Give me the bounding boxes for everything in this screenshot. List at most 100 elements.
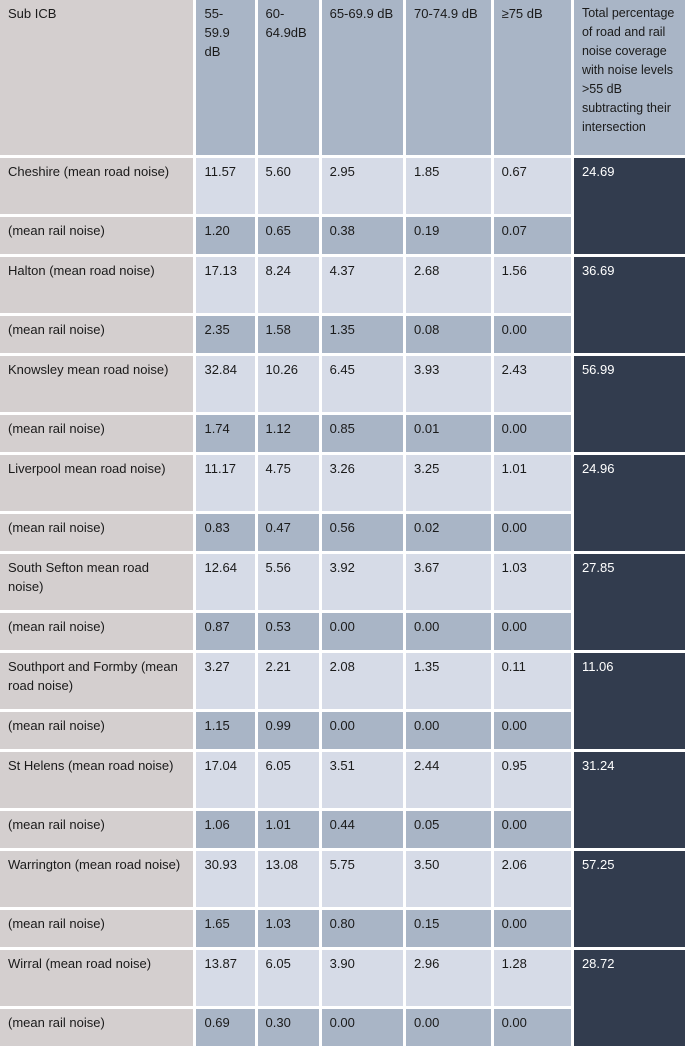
row-label-road: Southport and Formby (mean road noise) bbox=[0, 653, 194, 709]
total-value-cell: 28.72 bbox=[573, 950, 685, 1046]
road-value-cell: 0.11 bbox=[493, 653, 571, 709]
road-value-cell: 6.05 bbox=[257, 950, 319, 1006]
header-70-74: 70-74.9 dB bbox=[406, 0, 491, 155]
rail-value-cell: 0.00 bbox=[406, 613, 491, 650]
header-60-64: 60-64.9dB bbox=[257, 0, 319, 155]
rail-value-cell: 0.53 bbox=[257, 613, 319, 650]
rail-value-cell: 0.07 bbox=[493, 217, 571, 254]
table-row-rail: (mean rail noise) 0.87 0.53 0.00 0.00 0.00 bbox=[0, 613, 685, 650]
road-value-cell: 13.87 bbox=[196, 950, 255, 1006]
road-value-cell: 4.37 bbox=[321, 257, 404, 313]
table-body: Cheshire (mean road noise) 11.57 5.60 2.95 1… bbox=[0, 158, 685, 1046]
road-value-cell: 2.44 bbox=[406, 752, 491, 808]
rail-value-cell: 0.02 bbox=[406, 514, 491, 551]
rail-value-cell: 0.47 bbox=[257, 514, 319, 551]
table-row-road: South Sefton mean road noise) 12.64 5.56 3.… bbox=[0, 554, 685, 650]
table-row-rail: (mean rail noise) 1.74 1.12 0.85 0.01 0.00 bbox=[0, 415, 685, 452]
road-value-cell: 17.04 bbox=[196, 752, 255, 808]
total-value-cell: 36.69 bbox=[573, 257, 685, 353]
table-row-road: Halton (mean road noise) 17.13 8.24 4.37 2.6… bbox=[0, 257, 685, 353]
road-value-cell: 2.06 bbox=[493, 851, 571, 907]
header-row: Sub ICB 55-59.9 dB 60-64.9dB 65-69.9 dB … bbox=[0, 0, 685, 155]
row-label-road: Warrington (mean road noise) bbox=[0, 851, 194, 907]
row-label-road: Cheshire (mean road noise) bbox=[0, 158, 194, 214]
road-value-cell: 6.45 bbox=[321, 356, 404, 412]
table-row-road: St Helens (mean road noise) 17.04 6.05 3.51… bbox=[0, 752, 685, 848]
rail-value-cell: 0.69 bbox=[196, 1009, 255, 1046]
rail-value-cell: 0.00 bbox=[493, 1009, 571, 1046]
road-value-cell: 17.13 bbox=[196, 257, 255, 313]
row-label-road: Knowsley mean road noise) bbox=[0, 356, 194, 412]
road-value-cell: 3.93 bbox=[406, 356, 491, 412]
rail-value-cell: 1.58 bbox=[257, 316, 319, 353]
row-label-road: Wirral (mean road noise) bbox=[0, 950, 194, 1006]
rail-value-cell: 1.65 bbox=[196, 910, 255, 947]
rail-value-cell: 0.56 bbox=[321, 514, 404, 551]
header-total: Total percentage of road and rail noise … bbox=[573, 0, 685, 155]
road-value-cell: 8.24 bbox=[257, 257, 319, 313]
road-value-cell: 1.03 bbox=[493, 554, 571, 610]
rail-value-cell: 0.30 bbox=[257, 1009, 319, 1046]
rail-value-cell: 0.38 bbox=[321, 217, 404, 254]
rail-value-cell: 0.19 bbox=[406, 217, 491, 254]
row-label-rail: (mean rail noise) bbox=[0, 217, 194, 254]
header-sub-icb: Sub ICB bbox=[0, 0, 194, 155]
road-value-cell: 3.90 bbox=[321, 950, 404, 1006]
road-value-cell: 2.43 bbox=[493, 356, 571, 412]
rail-value-cell: 0.00 bbox=[493, 712, 571, 749]
rail-value-cell: 1.06 bbox=[196, 811, 255, 848]
rail-value-cell: 0.83 bbox=[196, 514, 255, 551]
rail-value-cell: 0.08 bbox=[406, 316, 491, 353]
road-value-cell: 6.05 bbox=[257, 752, 319, 808]
road-value-cell: 2.21 bbox=[257, 653, 319, 709]
rail-value-cell: 0.00 bbox=[493, 613, 571, 650]
road-value-cell: 1.85 bbox=[406, 158, 491, 214]
table-row-road: Wirral (mean road noise) 13.87 6.05 3.90 2.9… bbox=[0, 950, 685, 1046]
total-value-cell: 24.96 bbox=[573, 455, 685, 551]
road-value-cell: 2.08 bbox=[321, 653, 404, 709]
table-row-road: Knowsley mean road noise) 32.84 10.26 6.45 3… bbox=[0, 356, 685, 452]
total-value-cell: 57.25 bbox=[573, 851, 685, 947]
rail-value-cell: 0.85 bbox=[321, 415, 404, 452]
rail-value-cell: 0.00 bbox=[493, 910, 571, 947]
road-value-cell: 2.68 bbox=[406, 257, 491, 313]
rail-value-cell: 0.15 bbox=[406, 910, 491, 947]
table-row-rail: (mean rail noise) 1.06 1.01 0.44 0.05 0.00 bbox=[0, 811, 685, 848]
row-label-road: Liverpool mean road noise) bbox=[0, 455, 194, 511]
rail-value-cell: 0.00 bbox=[406, 1009, 491, 1046]
table-row-road: Cheshire (mean road noise) 11.57 5.60 2.95 1… bbox=[0, 158, 685, 254]
header-55-59: 55-59.9 dB bbox=[196, 0, 255, 155]
row-label-road: South Sefton mean road noise) bbox=[0, 554, 194, 610]
rail-value-cell: 0.65 bbox=[257, 217, 319, 254]
table-row-rail: (mean rail noise) 1.20 0.65 0.38 0.19 0.07 bbox=[0, 217, 685, 254]
total-value-cell: 56.99 bbox=[573, 356, 685, 452]
road-value-cell: 5.75 bbox=[321, 851, 404, 907]
road-value-cell: 13.08 bbox=[257, 851, 319, 907]
rail-value-cell: 0.87 bbox=[196, 613, 255, 650]
road-value-cell: 2.95 bbox=[321, 158, 404, 214]
road-value-cell: 5.56 bbox=[257, 554, 319, 610]
rail-value-cell: 1.01 bbox=[257, 811, 319, 848]
rail-value-cell: 0.00 bbox=[493, 316, 571, 353]
row-label-rail: (mean rail noise) bbox=[0, 811, 194, 848]
rail-value-cell: 0.44 bbox=[321, 811, 404, 848]
row-label-rail: (mean rail noise) bbox=[0, 1009, 194, 1046]
road-value-cell: 0.67 bbox=[493, 158, 571, 214]
total-value-cell: 31.24 bbox=[573, 752, 685, 848]
rail-value-cell: 0.00 bbox=[493, 811, 571, 848]
road-value-cell: 1.35 bbox=[406, 653, 491, 709]
table-row-road: Liverpool mean road noise) 11.17 4.75 3.26 3… bbox=[0, 455, 685, 551]
road-value-cell: 3.26 bbox=[321, 455, 404, 511]
road-value-cell: 3.27 bbox=[196, 653, 255, 709]
rail-value-cell: 1.20 bbox=[196, 217, 255, 254]
road-value-cell: 1.56 bbox=[493, 257, 571, 313]
row-label-rail: (mean rail noise) bbox=[0, 712, 194, 749]
table-row-road: Southport and Formby (mean road noise) 3.… bbox=[0, 653, 685, 749]
rail-value-cell: 0.00 bbox=[493, 514, 571, 551]
road-value-cell: 3.25 bbox=[406, 455, 491, 511]
rail-value-cell: 0.00 bbox=[321, 1009, 404, 1046]
road-value-cell: 3.51 bbox=[321, 752, 404, 808]
rail-value-cell: 0.00 bbox=[321, 613, 404, 650]
rail-value-cell: 1.03 bbox=[257, 910, 319, 947]
road-value-cell: 1.01 bbox=[493, 455, 571, 511]
